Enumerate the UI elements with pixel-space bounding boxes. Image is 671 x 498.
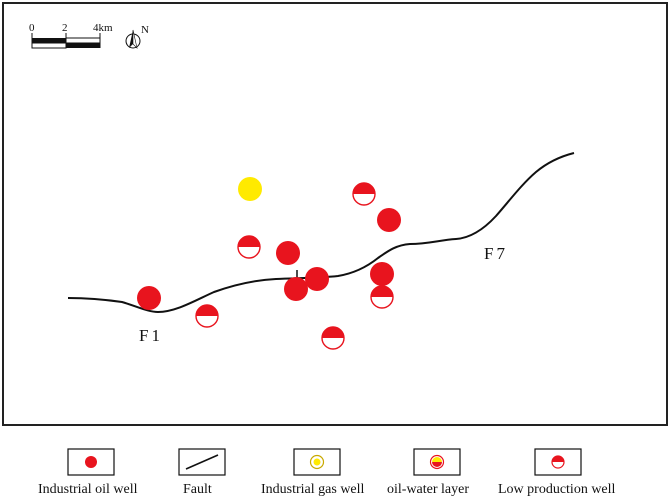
legend-item-industrial-oil: Industrial oil well (38, 448, 138, 497)
map-frame (2, 2, 668, 426)
scale-bar: 0 2 4km (29, 22, 113, 49)
legend-item-oil-water: oil-water layer (387, 448, 469, 497)
well-industrial-oil (137, 286, 161, 310)
industrial-oil-icon (85, 456, 97, 468)
well-industrial-oil (370, 262, 394, 286)
low-production-icon (551, 455, 565, 469)
well-industrial-oil (284, 277, 308, 301)
well-industrial-gas (238, 177, 262, 201)
legend-label-oil-water: oil-water layer (387, 482, 469, 497)
well-low-production (195, 304, 219, 328)
well-industrial-oil (276, 241, 300, 265)
well-low-production (321, 326, 345, 350)
fault-icon (185, 454, 219, 470)
well-low-production (352, 182, 376, 206)
fault-label-f1: F1 (139, 326, 163, 345)
legend: Industrial oil well Fault Industrial gas… (38, 448, 616, 497)
legend-label-industrial-gas: Industrial gas well (261, 482, 365, 497)
well-industrial-oil (305, 267, 329, 291)
industrial-gas-icon (309, 454, 325, 470)
scale-tick-0: 0 (29, 22, 35, 34)
scale-tick-2: 2 (62, 22, 68, 34)
oil-water-icon (429, 454, 445, 470)
north-label: N (141, 24, 149, 36)
legend-item-low-production: Low production well (498, 448, 616, 497)
legend-item-fault: Fault (178, 448, 226, 497)
well-industrial-oil (377, 208, 401, 232)
well-low-production (237, 235, 261, 259)
fault-line (67, 152, 575, 314)
legend-label-industrial-oil: Industrial oil well (38, 482, 138, 497)
north-arrow: N (125, 24, 149, 49)
well-low-production (370, 285, 394, 309)
wells (137, 177, 401, 350)
fault-label-f7: F7 (484, 244, 508, 263)
scale-tick-4km: 4km (93, 22, 113, 34)
legend-label-fault: Fault (183, 482, 212, 497)
legend-item-industrial-gas: Industrial gas well (261, 448, 365, 497)
legend-label-low-production: Low production well (498, 482, 616, 497)
